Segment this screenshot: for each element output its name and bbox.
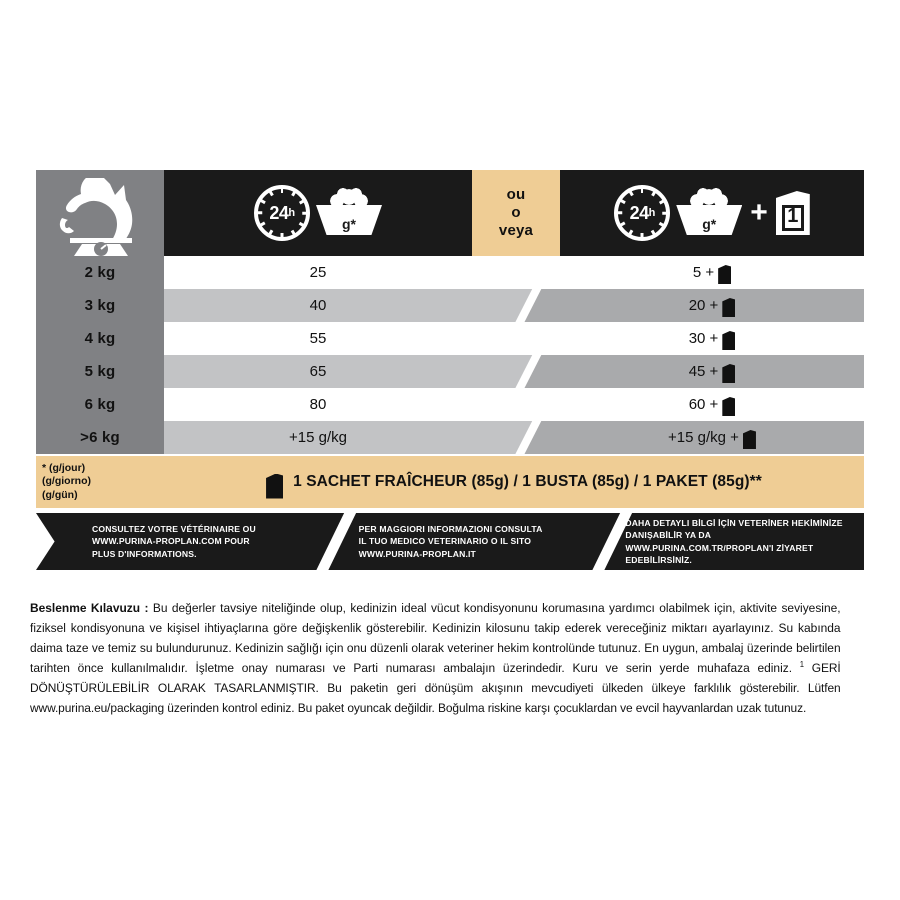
row-mixed-value: 45 +: [560, 355, 864, 388]
row-weight-label: 4 kg: [36, 322, 164, 355]
row-values: 65 45 +: [164, 355, 864, 388]
paragraph-text-part-1: Bu değerler tavsiye niteliğinde olup, ke…: [30, 601, 841, 676]
table-row: 6 kg 80 60 +: [36, 388, 864, 421]
pouch-icon: [266, 473, 284, 499]
or-label-tr: veya: [498, 221, 534, 239]
row-values: +15 g/kg +15 g/kg +: [164, 421, 864, 454]
feeding-guide-paragraph: Beslenme Kılavuzu : Bu değerler tavsiye …: [30, 598, 841, 719]
row-weight-label: 3 kg: [36, 289, 164, 322]
paragraph-heading: Beslenme Kılavuzu :: [30, 601, 149, 615]
row-dry-value: 55: [309, 330, 327, 347]
table-row: 3 kg 40 20 +: [36, 289, 864, 322]
table-footer-band: CONSULTEZ VOTRE VÉTÉRINAIRE OU WWW.PURIN…: [36, 513, 864, 570]
clock-hours-label: 24: [629, 202, 650, 223]
table-row: >6 kg +15 g/kg +15 g/kg +: [36, 421, 864, 454]
row-weight-label: 5 kg: [36, 355, 164, 388]
clock-unit-label: h: [648, 207, 656, 219]
row-mixed-value: +15 g/kg +: [560, 421, 864, 454]
or-label-it: o: [511, 204, 521, 222]
row-mixed-amount: +15 g/kg +: [668, 429, 739, 446]
units-legend: * (g/jour) (g/giorno) (g/gün): [42, 462, 91, 501]
footer-note-tr: DAHA DETAYLI BİLGİ İÇİN VETERİNER HEKİMİ…: [625, 518, 843, 565]
row-mixed-amount: 60 +: [688, 396, 719, 413]
clock-24h-icon: 24 h: [614, 185, 671, 241]
sachet-note: 1 SACHET FRAÎCHEUR (85g) / 1 BUSTA (85g)…: [164, 456, 864, 508]
row-shade-left: [164, 289, 533, 322]
units-note-strip: * (g/jour) (g/giorno) (g/gün) 1 SACHET F…: [36, 456, 864, 508]
pouch-icon: [718, 265, 732, 284]
food-bowl-icon: g*: [316, 188, 382, 238]
pouch-icon: [722, 364, 736, 383]
clock-24h-icon: 24 h: [254, 185, 310, 241]
row-mixed-value: 5 +: [560, 256, 864, 289]
row-mixed-amount: 30 +: [688, 330, 719, 347]
sachet-note-label: 1 SACHET FRAÎCHEUR (85g) / 1 BUSTA (85g)…: [293, 473, 762, 490]
row-values: 55 30 +: [164, 322, 864, 355]
row-mixed-value: 60 +: [560, 388, 864, 421]
footer-note-fr: CONSULTEZ VOTRE VÉTÉRINAIRE OU WWW.PURIN…: [92, 524, 256, 559]
table-row: 5 kg 65 45 +: [36, 355, 864, 388]
clock-hours-label: 24: [269, 202, 289, 223]
row-values: 40 20 +: [164, 289, 864, 322]
row-dry-value: 65: [309, 363, 327, 380]
footer-note-it: PER MAGGIORI INFORMAZIONI CONSULTA IL TU…: [358, 524, 543, 559]
feeding-table: 24 h g* ou o veya: [36, 170, 864, 570]
table-header-row: 24 h g* ou o veya: [36, 170, 864, 256]
table-row: 2 kg 25 5 +: [36, 256, 864, 289]
row-dry-value: 40: [309, 297, 327, 314]
pouch-count-label: 1: [787, 204, 799, 227]
paragraph-text-part-2: GERİ DÖNÜŞTÜRÜLEBİLİR OLARAK TASARLANMIŞ…: [30, 661, 841, 716]
pouch-icon: [742, 430, 756, 449]
row-shade-left: [164, 355, 533, 388]
row-shade-right: [524, 355, 864, 388]
pouch-icon: 1: [775, 191, 810, 235]
cat-on-scale-icon: [52, 173, 148, 261]
table-row: 4 kg 55 30 +: [36, 322, 864, 355]
plus-icon: +: [750, 196, 768, 229]
row-mixed-value: 30 +: [560, 322, 864, 355]
footnote-marker: 1: [799, 660, 805, 670]
row-dry-value: 80: [309, 396, 327, 413]
pouch-icon: [722, 397, 736, 416]
row-weight-label: 6 kg: [36, 388, 164, 421]
row-weight-label: 2 kg: [36, 256, 164, 289]
row-mixed-amount: 20 +: [688, 297, 719, 314]
or-label-fr: ou: [506, 186, 526, 204]
kibble-icon: [328, 188, 370, 208]
row-dry-value: +15 g/kg: [289, 429, 347, 446]
food-bowl-icon: g*: [676, 188, 743, 238]
header-cell-weight: [36, 170, 164, 256]
header-cell-or: ou o veya: [472, 170, 560, 256]
bowl-gram-label: g*: [702, 216, 717, 232]
row-dry-value: 25: [309, 264, 327, 281]
pouch-icon: [722, 331, 736, 350]
pouch-icon: [722, 298, 736, 317]
header-cell-dry-feeding: 24 h g*: [164, 170, 472, 256]
clock-unit-label: h: [288, 207, 295, 219]
row-weight-label: >6 kg: [36, 421, 164, 454]
row-shade-right: [524, 421, 864, 454]
row-values: 25 5 +: [164, 256, 864, 289]
row-values: 80 60 +: [164, 388, 864, 421]
header-cell-mixed-feeding: 24 h g* + 1: [560, 170, 864, 256]
row-mixed-value: 20 +: [560, 289, 864, 322]
bowl-gram-label: g*: [342, 216, 356, 232]
kibble-icon: [688, 188, 731, 208]
row-shade-left: [164, 421, 533, 454]
row-mixed-amount: 45 +: [688, 363, 719, 380]
table-body: 2 kg 25 5 +3 kg 40 20 +4 kg 55 30 +5 kg 65 45 +6…: [36, 256, 864, 454]
row-mixed-amount: 5 +: [692, 264, 715, 281]
row-shade-right: [524, 289, 864, 322]
